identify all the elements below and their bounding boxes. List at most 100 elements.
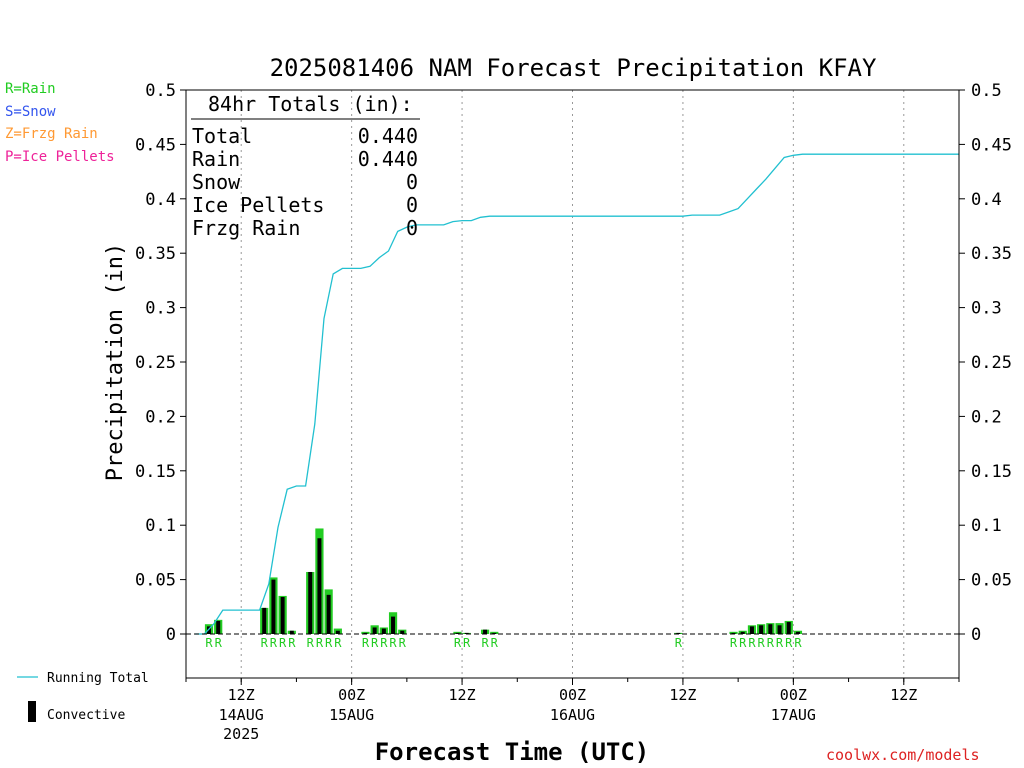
y-tick-label-right: 0.15 <box>971 462 1012 482</box>
totals-frzg-rain-label: Frzg Rain <box>192 216 300 240</box>
grid-lines <box>240 90 905 678</box>
totals-snow-value: 0 <box>406 170 418 194</box>
convective-bar <box>400 630 405 634</box>
precip-type-label: R <box>491 636 499 650</box>
y-tick-label-right: 0.35 <box>971 244 1012 264</box>
x-tick-label: 12Z <box>669 686 696 704</box>
convective-bar <box>207 626 212 634</box>
x-tick-date-label: 15AUG <box>329 706 374 724</box>
y-tick-label-left: 0 <box>166 625 176 645</box>
totals-snow-label: Snow <box>192 170 241 194</box>
precip-type-label: R <box>739 636 747 650</box>
totals-ice-pellets-value: 0 <box>406 193 418 217</box>
precip-type-label: R <box>307 636 315 650</box>
totals-frzg-rain-value: 0 <box>406 216 418 240</box>
precip-type-label: R <box>748 636 756 650</box>
precip-type-label: R <box>205 636 213 650</box>
convective-bar <box>786 622 791 634</box>
totals-rain-label: Rain <box>192 147 240 171</box>
convective-bar <box>262 607 267 634</box>
chart-title: 2025081406 NAM Forecast Precipitation KF… <box>270 54 877 82</box>
y-tick-label-right: 0.4 <box>971 190 1002 210</box>
convective-bar <box>676 632 681 634</box>
precip-type-label: R <box>730 636 738 650</box>
precip-type-label: R <box>463 636 471 650</box>
precip-type-label: R <box>776 636 784 650</box>
y-tick-label-right: 0.2 <box>971 407 1002 427</box>
series-legend: Running Total Convective <box>17 671 149 723</box>
convective-swatch <box>28 701 36 722</box>
running-total-legend-label: Running Total <box>47 671 149 686</box>
precip-type-label: R <box>288 636 296 650</box>
y-tick-label-right: 0.1 <box>971 516 1002 536</box>
y-tick-label-right: 0.25 <box>971 353 1012 373</box>
convective-bar <box>768 624 773 634</box>
convective-bar <box>381 628 386 634</box>
convective-bar <box>464 632 469 634</box>
x-tick-label: 00Z <box>780 686 807 704</box>
x-tick-label: 00Z <box>338 686 365 704</box>
y-tick-label-right: 0 <box>971 625 981 645</box>
totals-total-label: Total <box>192 124 252 148</box>
precip-type-label: R <box>215 636 223 650</box>
convective-bar <box>749 626 754 634</box>
plot-frame <box>185 89 960 679</box>
convective-bar <box>795 631 800 634</box>
y-tick-label-left: 0.25 <box>135 353 176 373</box>
y-tick-label-left: 0.35 <box>135 244 176 264</box>
convective-bar <box>731 632 736 634</box>
convective-bar <box>280 597 285 634</box>
precip-type-label: R <box>270 636 278 650</box>
x-tick-date-label: 17AUG <box>771 706 816 724</box>
precip-type-label: R <box>794 636 802 650</box>
legend-snow: S=Snow <box>5 104 56 120</box>
totals-total-value: 0.440 <box>358 124 418 148</box>
y-tick-label-left: 0.1 <box>145 516 176 536</box>
y-tick-label-left: 0.45 <box>135 135 176 155</box>
convective-bar <box>777 625 782 634</box>
convective-bar <box>289 630 294 634</box>
convective-bar <box>483 629 488 634</box>
totals-ice-pellets-label: Ice Pellets <box>192 193 324 217</box>
totals-box: 84hr Totals (in): Total 0.440 Rain 0.440… <box>191 92 420 240</box>
precip-type-label: R <box>481 636 489 650</box>
precip-type-label: R <box>399 636 407 650</box>
y-tick-label-left: 0.05 <box>135 571 176 591</box>
y-tick-label-right: 0.5 <box>971 81 1002 101</box>
totals-rain-value: 0.440 <box>358 147 418 171</box>
y-tick-label-left: 0.2 <box>145 407 176 427</box>
precip-type-label: R <box>767 636 775 650</box>
y-tick-label-right: 0.45 <box>971 135 1012 155</box>
convective-bar <box>455 632 460 634</box>
convective-bar <box>335 630 340 634</box>
convective-bar <box>363 632 368 634</box>
x-tick-date-label: 16AUG <box>550 706 595 724</box>
running-total-line <box>195 153 959 635</box>
y-tick-label-left: 0.5 <box>145 81 176 101</box>
bar-layer <box>204 528 803 634</box>
convective-bar <box>492 632 497 634</box>
precip-type-label: R <box>371 636 379 650</box>
legend-ice-pellets: P=Ice Pellets <box>5 149 115 165</box>
convective-legend-label: Convective <box>47 708 125 723</box>
y-tick-label-left: 0.3 <box>145 299 176 319</box>
precip-type-label: R <box>362 636 370 650</box>
convective-bar <box>216 620 221 634</box>
x-tick-label: 12Z <box>228 686 255 704</box>
precip-type-label: R <box>389 636 397 650</box>
x-tick-date-label: 14AUG <box>219 706 264 724</box>
precip-type-label: R <box>279 636 287 650</box>
x-tick-label: 12Z <box>449 686 476 704</box>
credit-text: coolwx.com/models <box>826 746 980 764</box>
convective-bar <box>326 594 331 634</box>
legend-frzg-rain: Z=Frzg Rain <box>5 126 98 142</box>
legend-rain: R=Rain <box>5 81 56 97</box>
precip-type-label: R <box>325 636 333 650</box>
precip-type-label: R <box>316 636 324 650</box>
precip-type-label: R <box>261 636 269 650</box>
x-tick-year-label: 2025 <box>223 725 259 743</box>
precip-type-label: R <box>758 636 766 650</box>
y-tick-label-right: 0.05 <box>971 571 1012 591</box>
